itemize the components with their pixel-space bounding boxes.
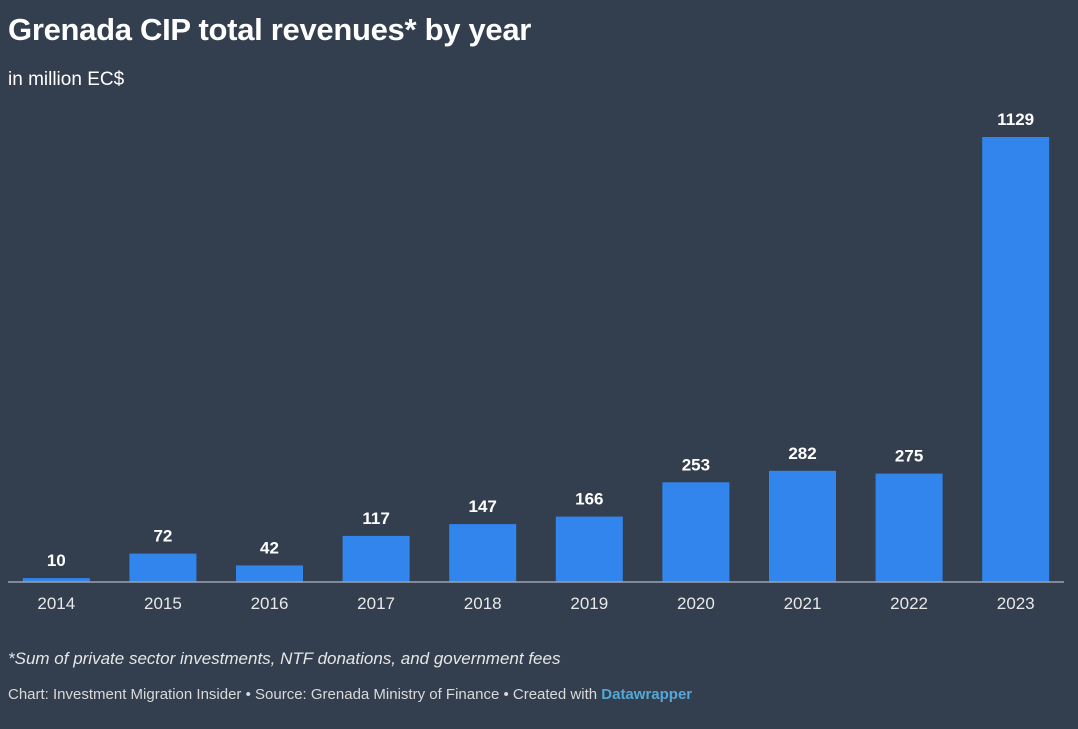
bar-value-label-2020: 253 [682, 455, 710, 474]
bar-chart: 10 2014 72 2015 42 2016 117 2017 147 2018 166 2019 2… [8, 110, 1064, 613]
datawrapper-link[interactable]: Datawrapper [601, 686, 693, 703]
bar-2023 [982, 137, 1050, 582]
bar-value-label-2015: 72 [153, 527, 172, 546]
x-tick-label-2023: 2023 [997, 594, 1035, 613]
bars-layer [22, 137, 1050, 582]
x-tick-label-2014: 2014 [37, 594, 75, 613]
x-tick-label-2022: 2022 [890, 594, 928, 613]
x-tick-label-2015: 2015 [144, 594, 182, 613]
x-tick-label-2016: 2016 [251, 594, 289, 613]
bar-2017 [342, 535, 410, 582]
bar-value-label-2018: 147 [469, 497, 497, 516]
bar-2015 [129, 553, 197, 582]
bar-2021 [769, 470, 836, 582]
chart-subtitle: in million EC$ [8, 69, 125, 90]
chart-credits: Chart: Investment Migration Insider • So… [8, 686, 692, 703]
credits-text: Chart: Investment Migration Insider • So… [8, 686, 598, 703]
x-tick-label-2020: 2020 [677, 594, 715, 613]
chart-footnote: *Sum of private sector investments, NTF … [8, 649, 561, 668]
bar-2019 [555, 516, 623, 582]
bar-value-label-2022: 275 [895, 447, 923, 466]
labels-layer: 10 2014 72 2015 42 2016 117 2017 147 2018 166 2019 2… [37, 110, 1034, 613]
bar-value-label-2021: 282 [788, 444, 816, 463]
bar-2014 [22, 578, 90, 582]
bar-value-label-2016: 42 [260, 538, 279, 557]
bar-2020 [662, 482, 730, 582]
x-tick-label-2019: 2019 [570, 594, 608, 613]
x-tick-label-2018: 2018 [464, 594, 502, 613]
bar-2018 [449, 524, 517, 582]
x-tick-label-2017: 2017 [357, 594, 395, 613]
bar-2022 [875, 473, 943, 582]
bar-value-label-2023: 1129 [997, 110, 1034, 129]
bar-value-label-2019: 166 [575, 490, 603, 509]
bar-value-label-2014: 10 [47, 551, 66, 570]
chart-title: Grenada CIP total revenues* by year [8, 12, 532, 47]
bar-value-label-2017: 117 [362, 509, 389, 528]
x-tick-label-2021: 2021 [784, 594, 822, 613]
bar-2016 [236, 565, 303, 582]
